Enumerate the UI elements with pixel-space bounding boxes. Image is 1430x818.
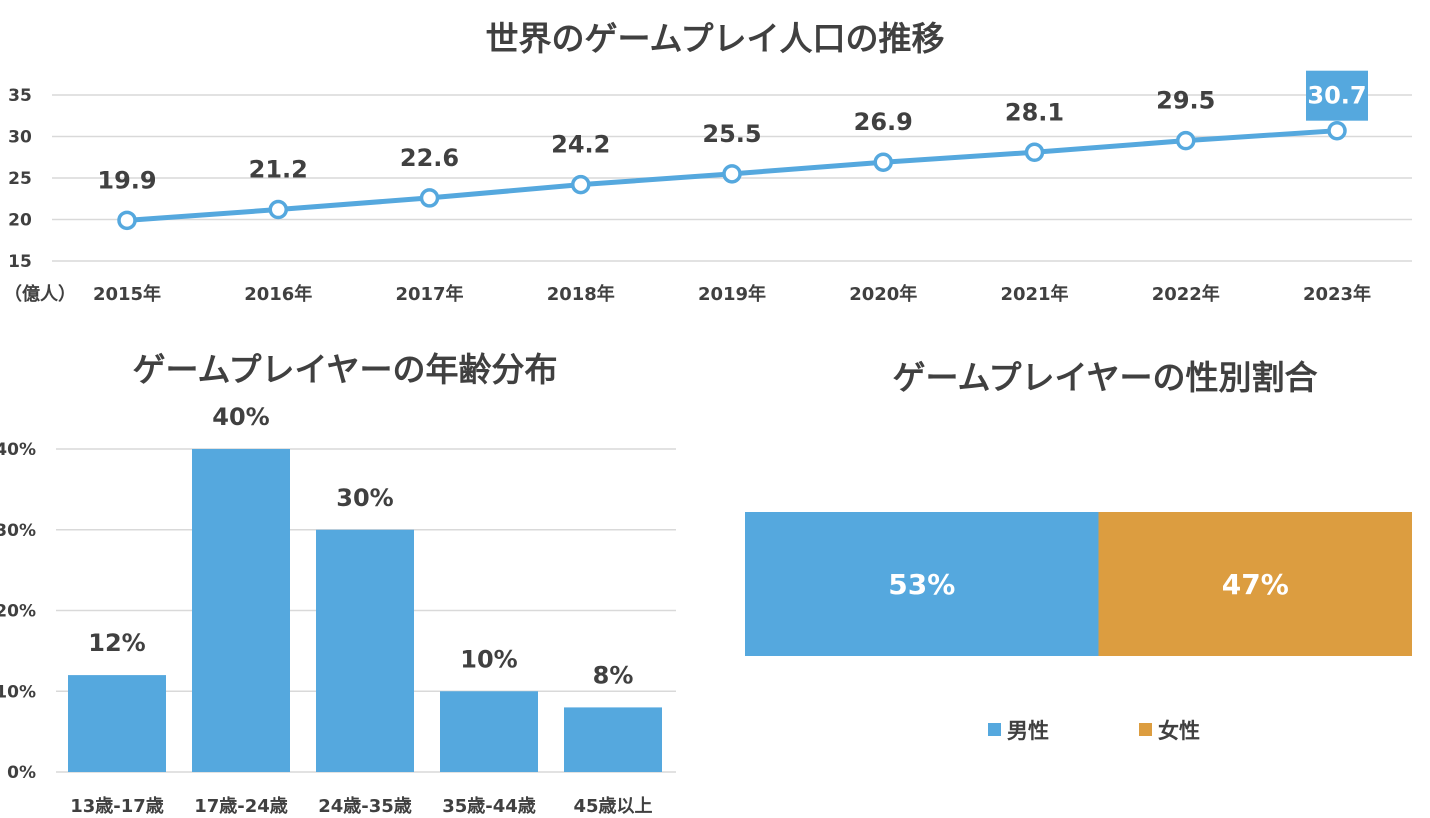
age-bar [564, 707, 662, 772]
line-xtick-label: 2023年 [1303, 283, 1371, 305]
bar-chart-title: ゲームプレイヤーの年齢分布 [132, 350, 557, 389]
age-bar [192, 449, 290, 772]
line-data-label: 21.2 [249, 156, 308, 184]
age-bar [68, 675, 166, 772]
line-data-label: 30.7 [1307, 82, 1366, 110]
line-data-label: 25.5 [702, 120, 761, 148]
line-data-label: 26.9 [854, 108, 913, 136]
gender-segment-label: 53% [888, 568, 955, 601]
bar-xtick-label: 35歳-44歳 [442, 796, 536, 817]
line-xtick-label: 2020年 [849, 283, 917, 305]
bar-xtick-label: 13歳-17歳 [70, 796, 164, 817]
gender-chart-title: ゲームプレイヤーの性別割合 [892, 358, 1317, 397]
line-xtick-label: 2015年 [93, 283, 161, 305]
line-point [1176, 130, 1196, 151]
age-bar [440, 691, 538, 772]
legend-swatch [988, 723, 1001, 736]
gender-segment [745, 512, 1099, 656]
line-xtick-label: 2016年 [244, 283, 312, 305]
line-ytick-label: 20 [8, 211, 32, 231]
bar-data-label: 40% [212, 403, 269, 431]
bar-data-label: 10% [460, 645, 517, 673]
gender-segment [1098, 512, 1412, 656]
bar-xtick-label: 24歳-35歳 [318, 796, 412, 817]
line-ytick-label: 35 [8, 86, 32, 106]
line-chart-title: 世界のゲームプレイ人口の推移 [485, 19, 944, 58]
line-xtick-label: 2019年 [698, 283, 766, 305]
line-ytick-label: 15 [8, 252, 32, 272]
bar-xtick-label: 17歳-24歳 [194, 796, 288, 817]
gender-chart: ゲームプレイヤーの性別割合 53% 47% 男性 女性 [745, 358, 1412, 743]
bar-data-label: 12% [88, 629, 145, 657]
highlight-label-box [1306, 70, 1368, 121]
bar-ytick-label: 30% [0, 521, 36, 541]
line-point [571, 174, 591, 195]
line-point [268, 199, 288, 220]
line-xtick-label: 2017年 [395, 283, 463, 305]
line-data-label: 28.1 [1005, 98, 1064, 126]
bar-data-label: 30% [336, 484, 393, 512]
bar-ytick-label: 20% [0, 602, 36, 622]
line-point [117, 210, 137, 231]
age-bar [316, 529, 414, 772]
line-data-label: 22.6 [400, 144, 459, 172]
line-point [722, 164, 742, 184]
gender-segment-label: 47% [1222, 568, 1289, 601]
line-xtick-label: 2018年 [547, 283, 615, 305]
line-data-label: 29.5 [1156, 87, 1215, 115]
bar-data-label: 8% [593, 661, 634, 689]
bar-ytick-label: 0% [7, 763, 36, 783]
line-chart-unit-label: （億人） [4, 283, 76, 305]
line-data-label: 24.2 [551, 131, 610, 159]
legend-swatch [1139, 723, 1152, 736]
line-xtick-label: 2021年 [1000, 283, 1068, 305]
line-ytick-label: 30 [8, 128, 32, 148]
line-chart: 世界のゲームプレイ人口の推移 15 20 25 30 35 （億人） 2015年 2016… [4, 19, 1412, 305]
line-point [873, 152, 893, 172]
line-data-label: 19.9 [97, 166, 156, 194]
legend-label: 女性 [1158, 719, 1200, 743]
line-point [1024, 142, 1045, 163]
line-xtick-label: 2022年 [1152, 283, 1220, 305]
bar-ytick-label: 40% [0, 440, 36, 460]
line-point [1327, 120, 1347, 141]
legend-label: 男性 [1007, 719, 1049, 743]
bar-ytick-label: 10% [0, 682, 36, 702]
bar-chart: ゲームプレイヤーの年齢分布 0% 10% 20% 30% 40% 12% 40% 30% 10… [0, 350, 676, 817]
line-point [419, 188, 440, 208]
line-ytick-label: 25 [8, 169, 32, 189]
bar-xtick-label: 45歳以上 [573, 796, 652, 817]
